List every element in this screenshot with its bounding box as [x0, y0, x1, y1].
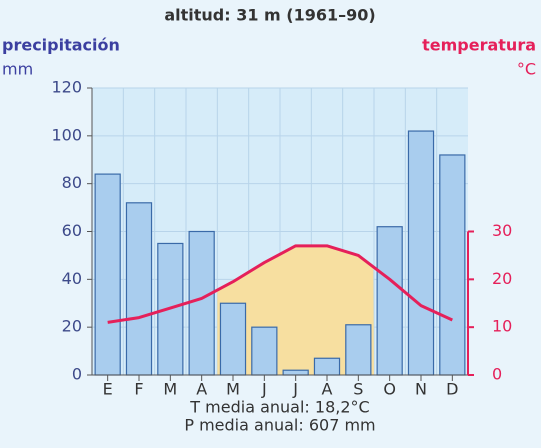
- annotation: P media anual: 607 mm: [184, 416, 375, 435]
- bar: [188, 230, 215, 376]
- y-tick-label: 20: [62, 317, 82, 336]
- y-tick-label: 40: [62, 269, 82, 288]
- x-tick-label: E: [103, 380, 113, 399]
- x-tick-label: A: [196, 380, 207, 399]
- annotation: T media anual: 18,2°C: [189, 398, 369, 417]
- y-tick-label: 80: [62, 173, 82, 192]
- y-tick-label: 60: [62, 221, 82, 240]
- y-tick-label: 100: [51, 125, 82, 144]
- y-tick-label: 120: [51, 78, 82, 97]
- x-tick-label: A: [322, 380, 333, 399]
- bar: [407, 130, 435, 376]
- y2-axis-label: temperatura: [422, 36, 536, 55]
- x-tick-label: F: [134, 380, 143, 399]
- bar: [345, 324, 372, 376]
- x-tick-label: O: [383, 380, 396, 399]
- x-tick-label: J: [261, 380, 267, 399]
- bar: [125, 202, 153, 376]
- y2-tick-label: 30: [492, 221, 512, 240]
- bar: [313, 357, 341, 376]
- bar: [282, 369, 309, 376]
- bar: [94, 173, 121, 376]
- y-tick-label: 0: [72, 365, 82, 384]
- x-tick-label: M: [226, 380, 240, 399]
- bar: [219, 302, 247, 376]
- chart-title: altitud: 31 m (1961–90): [164, 6, 375, 25]
- x-tick-label: M: [163, 380, 177, 399]
- bar: [251, 326, 278, 376]
- y2-tick-label: 10: [492, 317, 512, 336]
- x-tick-label: D: [446, 380, 458, 399]
- y2-unit: °C: [517, 60, 536, 79]
- y2-tick-label: 0: [492, 365, 502, 384]
- y-axis-label: precipitación: [2, 36, 120, 55]
- y2-tick-label: 20: [492, 269, 512, 288]
- temperature-line: [107, 244, 453, 324]
- y-unit: mm: [2, 60, 33, 79]
- x-tick-label: S: [353, 380, 363, 399]
- bar: [439, 154, 466, 376]
- x-tick-label: N: [415, 380, 427, 399]
- x-tick-label: J: [292, 380, 298, 399]
- bar: [376, 226, 403, 376]
